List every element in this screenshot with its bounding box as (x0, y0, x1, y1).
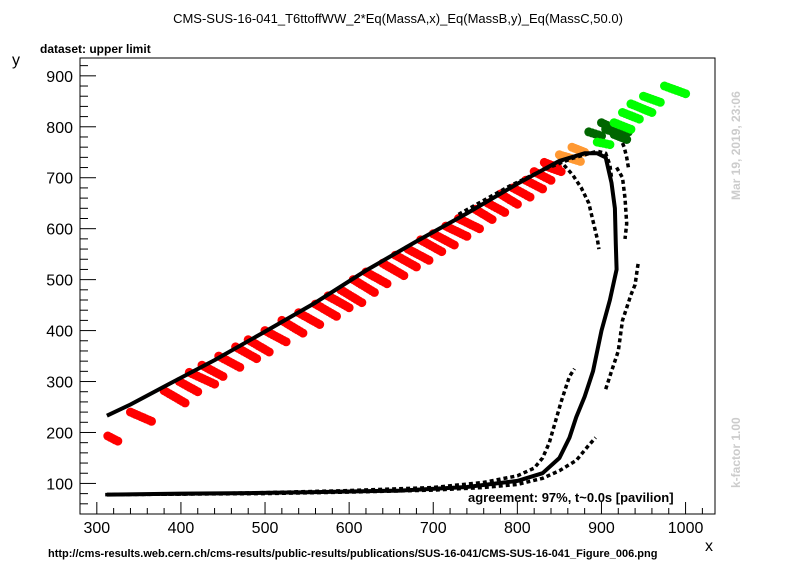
point-excluded (546, 175, 556, 185)
point-allowed (634, 114, 644, 124)
plot-frame (79, 57, 716, 515)
point-excluded (512, 199, 522, 209)
x-tick-label: 500 (252, 520, 279, 537)
point-excluded (264, 347, 274, 357)
point-excluded (218, 371, 228, 381)
y-tick-label: 300 (46, 375, 73, 392)
point-allowed (655, 97, 665, 107)
point-excluded (437, 247, 447, 257)
kfactor-label: k-factor 1.00 (729, 417, 743, 488)
point-allowed (605, 140, 615, 150)
point-excluded (449, 240, 459, 250)
limit-band-line-4 (604, 261, 641, 390)
y-axis-label: y (12, 52, 20, 69)
point-excluded (180, 398, 190, 408)
point-excluded (332, 311, 341, 321)
x-tick-label: 900 (588, 520, 615, 537)
y-tick-label: 600 (46, 222, 73, 239)
point-excluded (147, 416, 156, 426)
point-excluded (281, 337, 291, 347)
source-url: http://cms-results.web.cern.ch/cms-resul… (48, 548, 658, 560)
point-excluded (369, 287, 379, 297)
point-excluded (357, 298, 367, 308)
limit-band-line-6 (615, 166, 629, 240)
y-tick-label: 700 (46, 171, 73, 188)
agreement-annotation: agreement: 97%, t~0.0s [pavilion] (468, 490, 674, 505)
axes: 300 400 500 600 700 800 900 1000 100 200 300 400 500… (46, 65, 704, 537)
x-tick-label: 800 (504, 520, 531, 537)
point-excluded (235, 362, 245, 372)
point-boundary (622, 135, 632, 144)
x-tick-label: 600 (336, 520, 363, 537)
point-excluded (525, 192, 535, 202)
point-excluded (424, 255, 434, 265)
point-excluded (315, 320, 325, 329)
point-excluded (399, 271, 409, 281)
y-tick-label: 900 (46, 69, 73, 86)
point-allowed (626, 124, 636, 134)
point-excluded (193, 387, 203, 397)
point-excluded (344, 303, 354, 313)
y-tick-label: 400 (46, 324, 73, 341)
limit-band-line-1 (106, 436, 597, 497)
chart-title: CMS-SUS-16-041_T6ttoffWW_2*Eq(MassA,x)_E… (173, 11, 623, 26)
x-tick-label: 400 (168, 520, 195, 537)
point-excluded (487, 215, 497, 224)
limit-band-line-2 (105, 367, 576, 497)
limit-band-line-7 (620, 142, 631, 168)
y-tick-label: 200 (46, 425, 73, 442)
limit-band-line-5 (558, 158, 601, 250)
point-excluded (538, 184, 548, 194)
point-allowed (647, 108, 657, 117)
point-allowed (681, 89, 691, 99)
x-tick-label: 300 (83, 520, 110, 537)
point-excluded (252, 354, 262, 364)
timestamp-label: Mar 19, 2019, 23:06 (729, 91, 743, 200)
y-tick-label: 500 (46, 273, 73, 290)
point-excluded (298, 328, 308, 338)
point-excluded (382, 279, 392, 289)
limit-band-line-3 (457, 149, 614, 216)
x-axis-label: x (705, 538, 713, 555)
point-excluded (462, 231, 472, 241)
x-tick-label: 700 (420, 520, 447, 537)
y-tick-label: 100 (46, 476, 73, 493)
point-excluded (411, 262, 421, 272)
x-tick-label: 1000 (668, 520, 704, 537)
dataset-label: dataset: upper limit (40, 42, 151, 56)
y-tick-label: 800 (46, 120, 73, 137)
point-excluded (500, 207, 510, 217)
point-marginal (575, 156, 585, 166)
contour-lines (105, 142, 641, 497)
scatter-points (103, 81, 691, 446)
point-excluded (113, 436, 123, 446)
point-excluded (210, 379, 220, 389)
expected-limit-line (106, 151, 619, 497)
point-excluded (475, 224, 484, 234)
